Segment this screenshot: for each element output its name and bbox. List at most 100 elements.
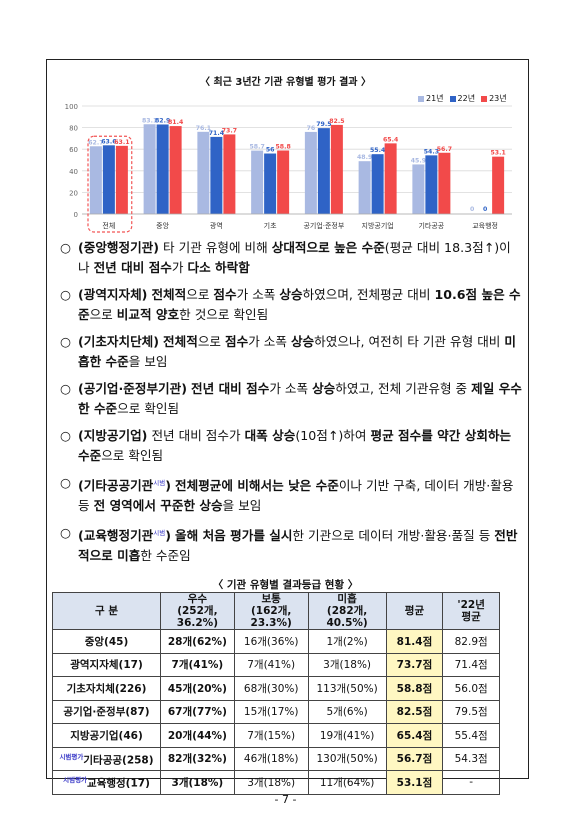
bar [384, 143, 397, 214]
x-tick-label: 기초 [264, 221, 277, 230]
bold-text: 대폭 상승 [244, 428, 296, 443]
org-name-cell: 중앙(45) [52, 629, 161, 654]
table-row: 광역지자체(17) 7개(41%) 7개(41%) 3개(18%) 73.7점 71.4점 [52, 652, 500, 677]
bullet-text: (광역지자체) 전체적으로 점수가 소폭 상승하였으며, 전체평균 대비 10.… [78, 285, 522, 325]
data-label: 54.3 [424, 148, 439, 155]
cell-text: 5개(6%) [326, 706, 368, 719]
bold-text: 전 영역에서 꾸준한 상승 [93, 498, 223, 514]
bold-text: (기초자치단체) [78, 334, 160, 349]
cell-text: 16개(36%) [243, 635, 299, 648]
text-run: 하였고, 전체 기관유형 중 [335, 381, 472, 396]
normal-count-cell: 16개(36%) [233, 629, 309, 654]
cell-text: 46개(18%) [243, 753, 299, 766]
cell-text: 7개(41%) [171, 659, 224, 672]
cell-text: 130개(50%) [316, 753, 378, 766]
data-label: 45.9 [411, 157, 426, 164]
prev-average-cell: 55.4점 [442, 723, 500, 748]
bullet-mark: ○ [60, 525, 71, 541]
normal-count-cell: 46개(18%) [233, 746, 309, 771]
bold-text: 전년 대비 점수 [93, 260, 172, 275]
bold-text: 비교적 양호 [116, 307, 180, 322]
data-label: 83.1 [142, 117, 157, 124]
results-table: 구 분 우수 (252개, 36.2%) 보통 (162개, 23.3%) 미흡 (2… [52, 592, 500, 795]
good-count-cell: 45개(20%) [160, 676, 235, 701]
y-tick-label: 20 [69, 189, 78, 197]
bold-text: (중앙행정기관) [78, 240, 160, 255]
table-header-row: 구 분 우수 (252개, 36.2%) 보통 (162개, 23.3%) 미흡 (2… [52, 592, 500, 630]
bullet-mark: ○ [60, 475, 71, 490]
bold-text: 전년 대비 점수 [191, 381, 270, 396]
data-label: 0 [483, 206, 488, 213]
good-count-cell: 67개(77%) [160, 699, 235, 724]
normal-count-cell: 15개(17%) [233, 699, 309, 724]
bullet-mark: ○ [60, 334, 71, 349]
org-name-cell: 시범평가교육행정(17) [52, 770, 161, 795]
cell-text: 15개(17%) [243, 706, 299, 719]
bold-text: 상승 [279, 287, 303, 302]
bold-text: ) [165, 478, 172, 494]
bold-text: 전체평균에 비해서는 낮은 수준 [175, 478, 339, 494]
normal-count-cell: 7개(41%) [233, 652, 309, 677]
bullet-text: (기타공공기관시범) 전체평균에 비해서는 낮은 수준이나 기반 구축, 데이터… [78, 473, 522, 516]
bold-text: (교육행정기관 [78, 528, 154, 544]
legend-swatch [481, 95, 488, 102]
header-cell: 우수 (252개, 36.2%) [160, 592, 235, 630]
bold-text: 10.6점 높은 수준 [78, 287, 521, 322]
bar [277, 150, 290, 214]
text-run: 하였으며, 전체평균 대비 [302, 287, 435, 302]
header-cell: 구 분 [52, 592, 161, 630]
bar [425, 155, 438, 214]
cell-text: 교육행정(17) [87, 777, 150, 790]
bullet-mark: ○ [60, 428, 71, 443]
bar [210, 136, 223, 214]
average-score-cell: 58.8점 [385, 676, 444, 701]
x-tick-label: 교육행정 [472, 221, 498, 230]
cell-text: 7개(41%) [247, 659, 296, 672]
x-tick-label: 중앙 [156, 222, 169, 230]
legend-item: 23년 [481, 93, 507, 104]
header-line2: (282개, 40.5%) [326, 605, 368, 629]
good-count-cell: 82개(32%) [160, 746, 235, 771]
poor-count-cell: 5개(6%) [307, 699, 387, 724]
cell-text: 65.4점 [396, 729, 433, 742]
bold-text: 점수 [213, 287, 237, 302]
highlight-box [87, 135, 133, 233]
text-run: (10점↑)하여 [295, 428, 371, 443]
bullet-mark: ○ [60, 287, 71, 302]
text-run: 으로 [197, 334, 225, 349]
table-row: 공기업·준정부(87) 67개(77%) 15개(17%) 5개(6%) 82.5점 79… [52, 699, 500, 724]
cell-text: 지방공기업(46) [70, 729, 143, 742]
text-run: 한 수준임 [140, 548, 191, 564]
org-name-cell: 공기업·준정부(87) [52, 699, 161, 724]
cell-text: 기초자치체(226) [66, 682, 147, 695]
cell-text: 1개(2%) [326, 635, 368, 648]
bar [223, 134, 236, 214]
legend-item: 22년 [449, 93, 475, 104]
cell-text: 73.7점 [396, 659, 433, 672]
data-label: 0 [470, 206, 475, 213]
bar [264, 153, 277, 214]
y-tick-label: 80 [69, 125, 78, 133]
bold-text: (공기업·준정부기관) [78, 381, 187, 396]
text-run: 으로 [186, 287, 214, 302]
bold-text: 제일 우수한 수준 [78, 381, 522, 416]
bold-text: (지방공기업) [78, 428, 148, 443]
cell-text: 3개(18%) [247, 776, 296, 789]
bullet-text: (기초자치단체) 전체적으로 점수가 소폭 상승하였으나, 여전히 타 기관 유… [78, 332, 522, 372]
bold-text: (기타공공기관 [78, 478, 154, 494]
cell-text: 7개(15%) [247, 729, 296, 742]
header-cell: 보통 (162개, 23.3%) [233, 592, 309, 630]
text-run: 으로 확인됨 [101, 448, 164, 463]
y-tick-label: 100 [65, 103, 78, 111]
cell-text: 82개(32%) [167, 753, 227, 766]
cell-text: 광역지자체(17) [70, 659, 143, 672]
header-line2: (252개, 36.2%) [176, 605, 218, 629]
pilot-tag: 시범평가 [59, 752, 84, 761]
header-line1: 미흡 [337, 593, 357, 605]
data-label: 58.8 [275, 143, 290, 150]
legend-label: 21년 [426, 94, 444, 103]
header-line1: 구 분 [95, 605, 118, 617]
y-tick-label: 0 [74, 211, 78, 219]
data-label: 76.1 [196, 125, 211, 132]
bold-text: 상승 [312, 381, 336, 396]
